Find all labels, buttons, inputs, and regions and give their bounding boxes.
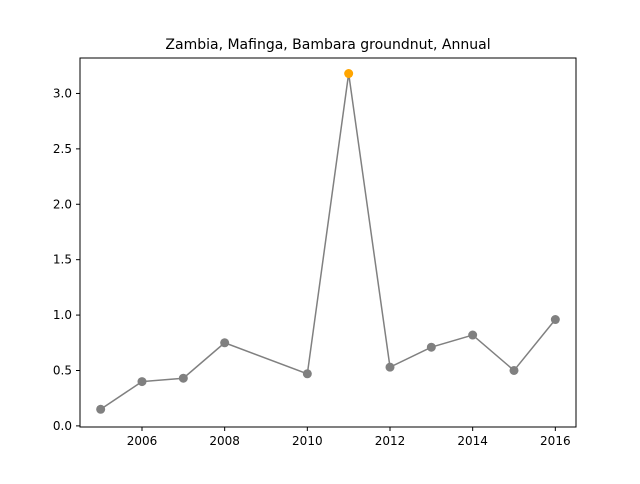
x-tick-label: 2010: [292, 434, 323, 448]
series-line: [100, 73, 556, 410]
data-point: [137, 377, 147, 387]
y-tick-label: 2.0: [53, 197, 72, 211]
data-point: [178, 373, 188, 383]
x-tick-label: 2014: [457, 434, 488, 448]
data-point: [509, 365, 519, 375]
x-tick-label: 2012: [375, 434, 406, 448]
data-point: [426, 342, 436, 352]
highlighted-data-point: [344, 69, 354, 79]
y-tick-label: 2.5: [53, 142, 72, 156]
plot-area: 2006 2008 2010 2012 2014 2016 0.0 0.5 1.0 1.5 2.0 2…: [53, 57, 577, 448]
data-point: [468, 330, 478, 340]
y-tick-label: 0.5: [53, 363, 72, 377]
x-tick-label: 2006: [127, 434, 158, 448]
data-point: [550, 315, 560, 325]
x-tick-label: 2008: [209, 434, 240, 448]
chart-title: Zambia, Mafinga, Bambara groundnut, Annu…: [165, 37, 490, 53]
y-tick-label: 3.0: [53, 86, 72, 100]
y-tick-label: 1.0: [53, 308, 72, 322]
y-tick-label: 0.0: [53, 419, 72, 433]
x-tick-label: 2016: [540, 434, 571, 448]
plot-frame: [79, 57, 577, 428]
data-point: [220, 338, 230, 348]
y-tick-label: 1.5: [53, 253, 72, 267]
data-point: [96, 404, 106, 414]
data-point: [385, 362, 395, 372]
data-point: [302, 369, 312, 379]
